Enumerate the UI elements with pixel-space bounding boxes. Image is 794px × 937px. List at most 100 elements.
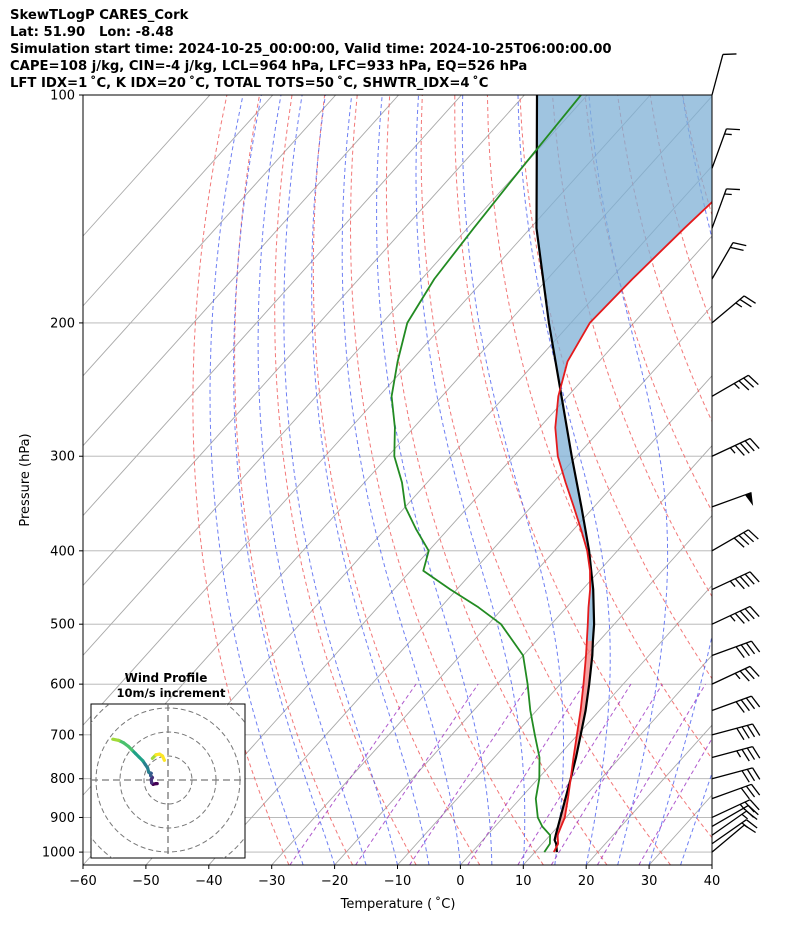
- wind-barb: [711, 241, 747, 280]
- barb-half: [739, 803, 746, 811]
- barb-full: [734, 444, 745, 456]
- barb-full: [747, 374, 759, 386]
- barb-full: [749, 571, 760, 583]
- barb-shaft: [711, 799, 751, 819]
- cape-line: CAPE=108 j/kg, CIN=-4 j/kg, LCL=964 hPa,…: [10, 59, 528, 74]
- hodograph-title: Wind Profile: [125, 671, 208, 685]
- moist-adiabat: [415, 95, 526, 865]
- moist-adiabat: [311, 95, 430, 865]
- wind-barb: [711, 767, 761, 783]
- barb-half: [729, 615, 736, 622]
- mixing-ratio-line: [596, 683, 706, 865]
- wind-barbs: [711, 53, 761, 865]
- y-axis-label: Pressure (hPa): [18, 433, 33, 526]
- barb-full: [746, 819, 758, 829]
- cin-area: [554, 640, 593, 840]
- y-tick-label: 300: [50, 450, 75, 465]
- wind-barb: [711, 723, 761, 741]
- barb-full: [752, 746, 761, 759]
- mixing-ratio-line: [355, 683, 479, 865]
- time-line: Simulation start time: 2024-10-25_00:00:…: [10, 42, 612, 57]
- hodograph-plot: [91, 704, 245, 858]
- dry-adiabat: [617, 95, 712, 423]
- barb-half: [741, 813, 748, 820]
- barb-full: [745, 697, 756, 710]
- barb-full: [743, 532, 755, 543]
- x-axis-label: Temperature ( ˚C): [340, 896, 456, 912]
- dry-adiabat: [486, 95, 712, 760]
- mixing-ratio-line: [467, 683, 585, 865]
- barb-half: [735, 302, 743, 308]
- barb-full: [744, 608, 755, 620]
- barb-half: [733, 383, 740, 390]
- barb-full: [733, 537, 745, 548]
- y-tick-label: 900: [50, 811, 75, 826]
- wind-barb: [711, 374, 759, 397]
- wind-barb: [711, 783, 761, 800]
- isotherm--20: [334, 444, 712, 865]
- x-tick-label: −30: [258, 874, 285, 889]
- wind-barb: [711, 571, 760, 591]
- plot-lines: [390, 95, 712, 853]
- wind-barb: [711, 746, 761, 762]
- barb-full: [746, 747, 756, 760]
- wind-barb: [711, 128, 740, 169]
- y-tick-label: 1000: [42, 846, 75, 861]
- barb-shaft: [711, 242, 734, 280]
- barb-shaft: [711, 746, 753, 759]
- barb-shaft: [711, 640, 752, 657]
- barb-half: [729, 447, 736, 454]
- mixing-ratio-line: [517, 683, 632, 865]
- barb-shaft: [711, 695, 752, 712]
- barb-shaft: [711, 529, 749, 552]
- axes: −60 −50 −40 −30 −20 −10 0 10 20 30 40 1000 900 800 700…: [42, 89, 720, 890]
- x-tick-label: −20: [321, 874, 348, 889]
- barb-half: [724, 193, 732, 196]
- moist-adiabat: [744, 95, 794, 865]
- dry-adiabat: [274, 95, 417, 865]
- dry-adiabat: [454, 95, 712, 839]
- isotherm-50: [775, 95, 794, 865]
- wind-barb: [711, 799, 760, 819]
- dry-adiabat: [234, 95, 354, 865]
- isotherm--50: [145, 235, 712, 865]
- dry-adiabat: [385, 95, 608, 865]
- wind-barb: [711, 819, 758, 845]
- barb-shaft: [711, 605, 751, 625]
- barb-full: [744, 668, 755, 680]
- barb-full: [726, 188, 740, 191]
- barb-full: [735, 646, 745, 659]
- barb-full: [750, 783, 761, 796]
- wind-barb: [711, 491, 754, 508]
- isotherm--120: [83, 95, 399, 447]
- y-tick-label: 400: [50, 544, 75, 559]
- barb-full: [750, 695, 761, 708]
- x-tick-label: 40: [704, 874, 721, 889]
- isotherm--100: [83, 95, 525, 587]
- wind-barb: [711, 665, 760, 685]
- barb-shaft: [711, 723, 753, 736]
- barb-full: [749, 606, 760, 617]
- barb-full: [743, 807, 755, 818]
- x-tick-label: −60: [69, 874, 96, 889]
- y-tick-label: 200: [50, 316, 75, 331]
- x-tick-label: 20: [578, 874, 595, 889]
- figure-title: SkewTLogP CARES_Cork: [10, 8, 189, 23]
- barb-shaft: [711, 810, 747, 836]
- wind-barb: [711, 295, 756, 324]
- barb-full: [732, 241, 747, 247]
- barb-full: [749, 438, 760, 450]
- barb-full: [730, 246, 744, 252]
- barb-full: [740, 699, 750, 712]
- barb-shaft: [711, 571, 751, 591]
- moist-adiabat: [711, 863, 712, 865]
- mixing-ratio-line: [550, 683, 663, 865]
- x-tick-label: 30: [641, 874, 658, 889]
- cape-area: [536, 95, 712, 641]
- hodograph-segment: [160, 754, 166, 762]
- barb-full: [738, 380, 750, 391]
- barb-full: [741, 770, 750, 783]
- barb-full: [744, 801, 755, 813]
- dry-adiabat: [192, 95, 290, 865]
- wind-barb: [711, 605, 760, 625]
